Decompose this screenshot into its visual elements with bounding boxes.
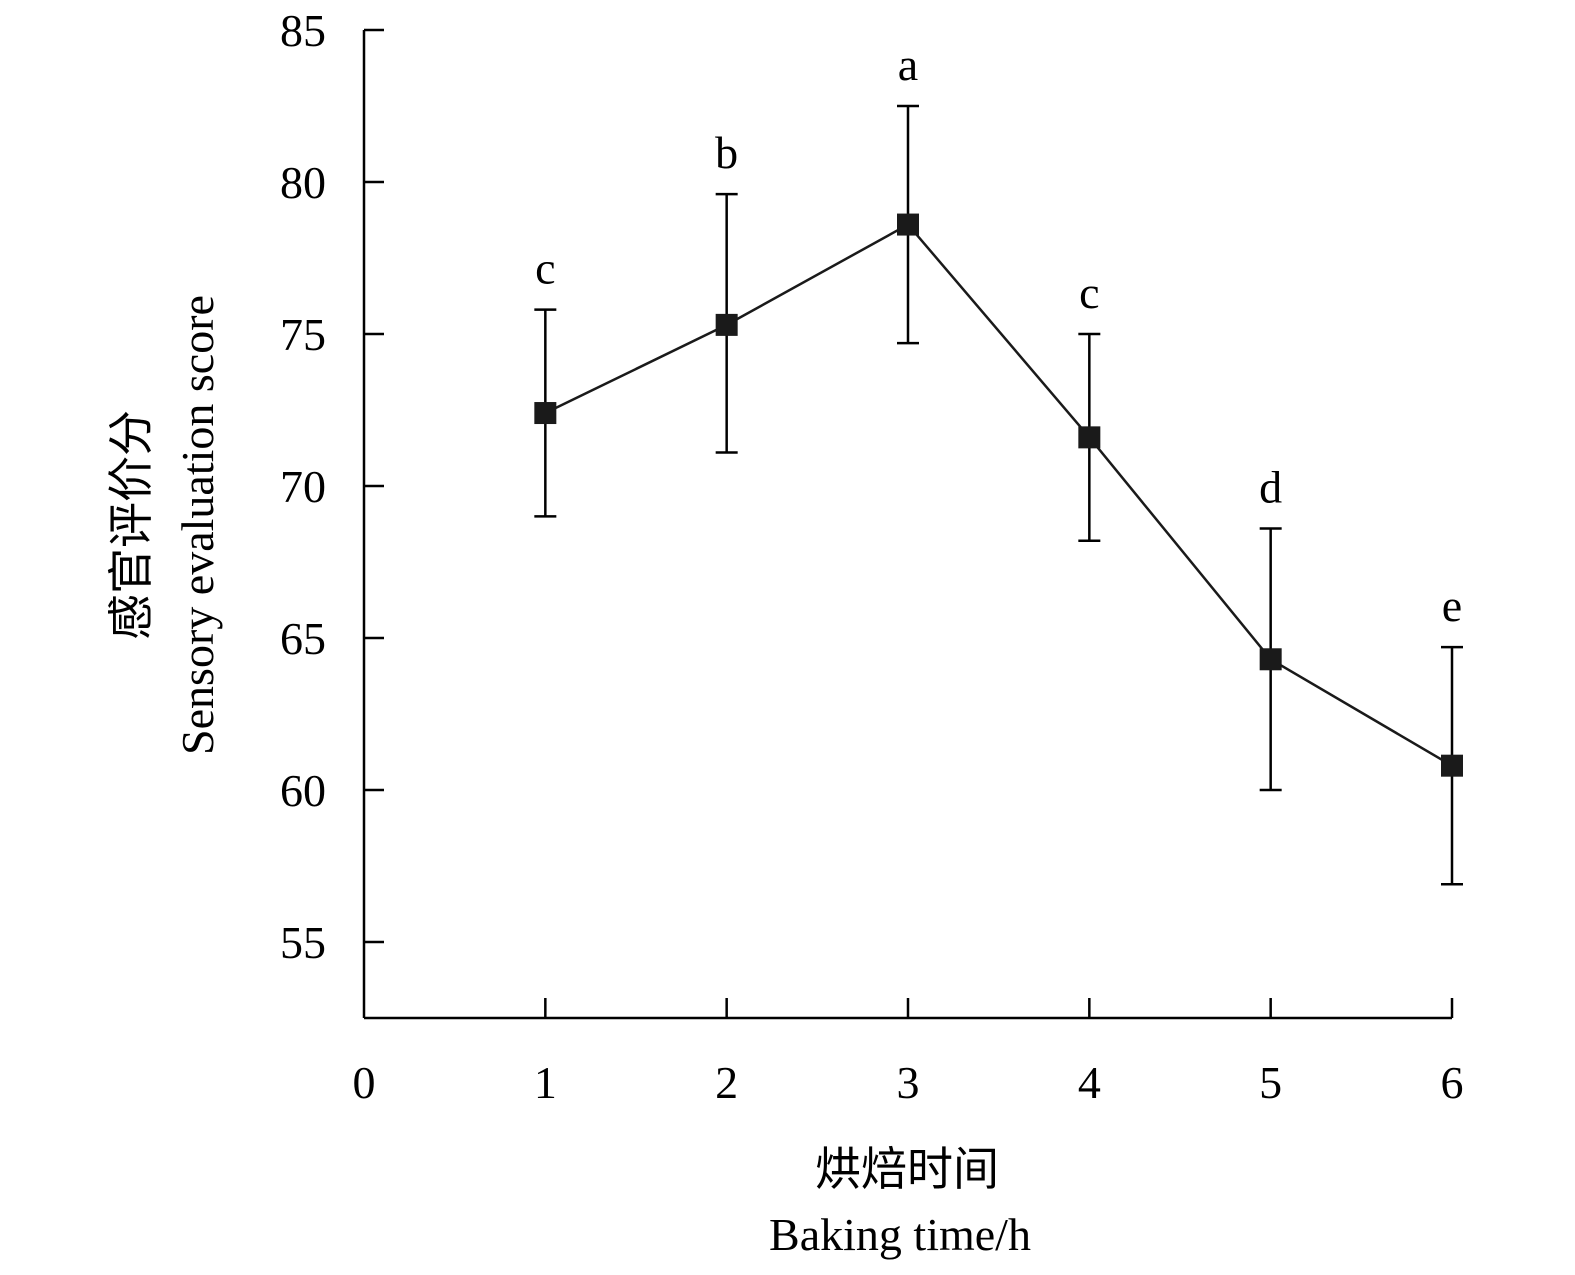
- data-point: [715, 313, 738, 336]
- y-axis-title: Sensory evaluation score: [172, 295, 223, 755]
- y-tick-label: 65: [280, 613, 326, 664]
- x-axis-title-cn: 烘焙时间: [815, 1144, 999, 1195]
- data-point: [897, 213, 919, 236]
- x-ticks: 0 1 2 3 4 5 6: [353, 998, 1464, 1108]
- series-line: [544, 222, 1453, 767]
- data-point: [1259, 648, 1282, 671]
- data-point: [1078, 426, 1101, 449]
- x-tick-label: 2: [715, 1057, 738, 1108]
- y-tick-label: 60: [280, 765, 326, 816]
- y-tick-label: 75: [280, 309, 326, 360]
- significance-letter: c: [535, 243, 555, 294]
- series-layer: c b a c d e: [534, 39, 1463, 886]
- y-tick-label: 80: [280, 157, 326, 208]
- y-axis-title-cn: 感官评价分: [106, 410, 157, 640]
- significance-letter: c: [1079, 267, 1099, 318]
- x-tick-label: 1: [534, 1057, 557, 1108]
- significance-letter: b: [715, 127, 738, 178]
- x-tick-label: 4: [1078, 1057, 1101, 1108]
- x-tick-label: 5: [1259, 1057, 1282, 1108]
- significance-letter: d: [1259, 462, 1282, 513]
- data-point: [534, 402, 557, 425]
- data-point: [1441, 754, 1463, 777]
- x-axis-title: Baking time/h: [769, 1209, 1031, 1260]
- significance-letter: e: [1442, 580, 1462, 631]
- x-tick-label: 3: [897, 1057, 920, 1108]
- x-tick-label: 6: [1441, 1057, 1464, 1108]
- x-tick-label: 0: [353, 1057, 376, 1108]
- y-tick-label: 55: [280, 917, 326, 968]
- y-ticks: 55 60 65 70 75 80 85: [280, 5, 384, 968]
- y-tick-label: 70: [280, 461, 326, 512]
- significance-letter: a: [898, 39, 918, 90]
- y-tick-label: 85: [280, 5, 326, 56]
